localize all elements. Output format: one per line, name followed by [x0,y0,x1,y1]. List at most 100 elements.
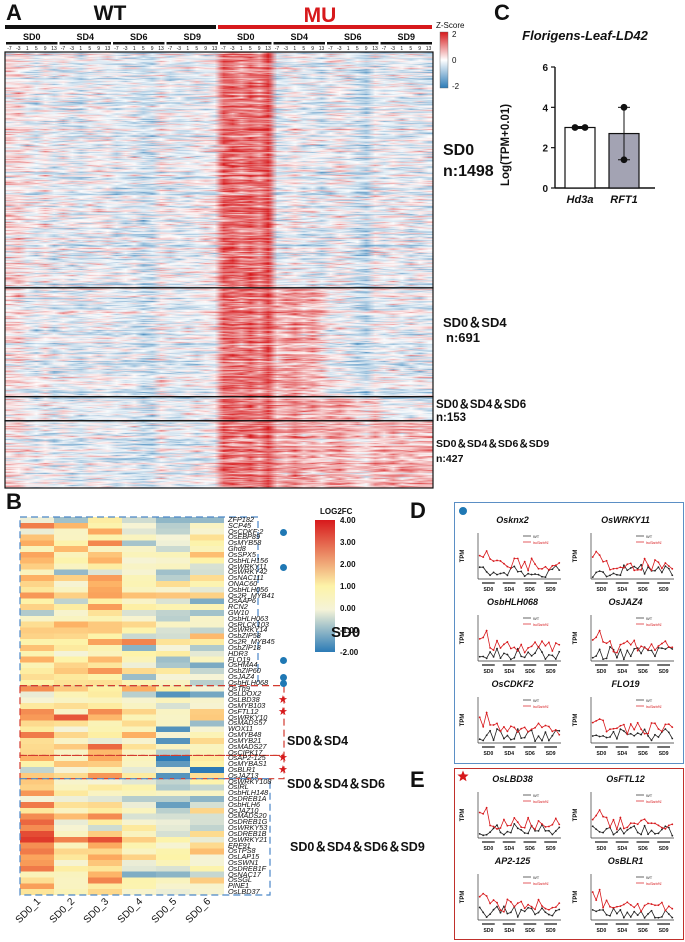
mini-plot-title: OsJAZ4 [608,597,643,607]
mini-series-line [479,565,560,578]
gene-row: OsJAZ10 [228,806,308,813]
gene-row: OsLAP15 [228,852,308,862]
gene-row: OsLDOX2 [228,690,308,697]
gene-label: OsbZIP60 [228,666,261,676]
gene-row: OsJAZ4 [228,673,308,681]
blue-dot-icon [280,673,287,681]
column-label: SD0_4 [116,896,146,926]
gene-label: OsAAP6 [228,596,256,606]
gene-label: OsDREB1F [228,863,267,873]
gene-label: OsLBD38 [228,695,260,705]
mini-plot: OsCDKF2 TPM WT hd3a/rft1 SD0 SD4 SD6 SD9 [456,679,569,761]
x-group-label: SD9 [659,751,669,757]
gene-label: OsMYB103 [228,701,266,710]
x-group-label: SD9 [546,669,556,675]
timepoint-label: -7 [114,46,119,52]
gene-row: WOX11 [228,725,308,732]
x-group-label: SD9 [659,587,669,593]
mini-ylabel: TPM [460,809,466,822]
timepoint-label: 13 [51,46,57,52]
gene-label: RCN2 [228,602,248,612]
mini-plot: OsWRKY11 TPM WT hd3a/rft1 SD0 SD4 SD6 SD9 [569,515,682,597]
gene-label: OsDREB1G [228,817,268,827]
timepoint-label: -7 [168,46,173,52]
mini-ylabel: TPM [573,809,579,822]
gene-label: OsWRKY108 [228,776,272,786]
gene-row: OsJAZ13 [228,772,308,779]
gene-label: OsMYB58 [228,538,262,548]
gene-label: OsSPX5 [228,549,256,559]
legend-mu: hd3a/rft1 [533,540,549,545]
gene-label: Os2R_MYB45 [228,637,275,647]
cluster-b2-label: SD0＆SD4 [287,734,349,748]
gene-label: OsMADS27 [228,741,267,751]
gene-label: OsFTL12 [228,706,259,716]
timepoint-label: 13 [265,46,271,52]
x-group-label: SD4 [617,846,627,852]
mini-series-line [592,646,673,661]
gene-label: OsMYB21 [228,735,262,745]
mini-plot: OsbHLH068 TPM WT hd3a/rft1 SD0 SD4 SD6 SD9 [456,597,569,679]
timepoint-label: -3 [16,46,21,52]
timepoint-label: 5 [88,46,91,52]
panel-letter-b: B [6,489,22,514]
timepoint-label: 9 [97,46,100,52]
gene-list-b: ZFP182 SCP45 OsCDKF;2 OsEBP89 OsMYB58 Ghd8 OsS… [228,516,308,895]
x-group-label: SD0 [484,846,494,852]
category-label: RFT1 [610,194,638,206]
timepoint-label: -3 [123,46,128,52]
mini-series-line [592,824,673,836]
gene-row: OsWRKY21 [228,836,308,843]
gene-label: OsWRKY10 [228,712,268,722]
gene-label: OsLAP15 [228,852,260,862]
panel-letter-a: A [6,0,22,25]
gene-label: OsSGL [228,875,252,885]
mini-series-line [479,629,560,654]
legend-wt: WT [646,793,653,798]
blue-dot-icon [280,528,287,536]
mini-ylabel: TPM [460,891,466,904]
gene-row: OsDREB1B [228,830,308,837]
gene-row: OsEBP89 [228,532,308,542]
x-group-label: SD4 [504,751,514,757]
gene-row: OsMYB48 [228,730,308,740]
zscore-title: Z-Score [436,21,465,30]
legend-wt: WT [646,616,653,621]
red-star-icon [457,770,469,782]
x-group-label: SD4 [504,846,514,852]
group-wt-label: WT [94,2,127,25]
gene-label: OsMYB48 [228,730,262,740]
legend-mu: hd3a/rft1 [646,704,662,709]
cluster-b1-label: SD0 [331,624,361,641]
gene-label: OsIRL [228,782,249,792]
legend-wt: WT [646,698,653,703]
log2fc-tick-label: 0.00 [340,604,356,613]
x-group-label: SD0 [484,928,494,934]
gene-row: OsBLR1 ★ [228,764,308,775]
timepoint-label: 1 [293,46,296,52]
mini-ylabel: TPM [573,550,579,563]
cluster-a4-count: n:427 [436,453,464,465]
gene-label: OsEBP89 [228,532,261,542]
heatmap-a [5,52,433,488]
y-tick-label: 4 [542,103,548,114]
gene-label: OsTPS8 [228,846,256,856]
column-label: SD0_3 [82,896,112,926]
panel-letter-d: D [410,498,426,523]
log2fc-tick-label: -2.00 [340,648,359,657]
panel-d-frame [454,502,684,764]
x-group-label: SD9 [659,846,669,852]
cluster-b-box-1 [19,516,259,687]
mini-plot: FLO19 TPM WT hd3a/rft1 SD0 SD4 SD6 SD9 [569,679,682,761]
gene-label: OsWRKY42 [228,567,268,577]
log2fc-tick-label: 2.00 [340,560,356,569]
gene-label: OsNAC17 [228,869,261,879]
mini-series-line [592,629,673,654]
timepoint-label: 9 [365,46,368,52]
gene-label: OsbHLH6 [228,799,261,809]
